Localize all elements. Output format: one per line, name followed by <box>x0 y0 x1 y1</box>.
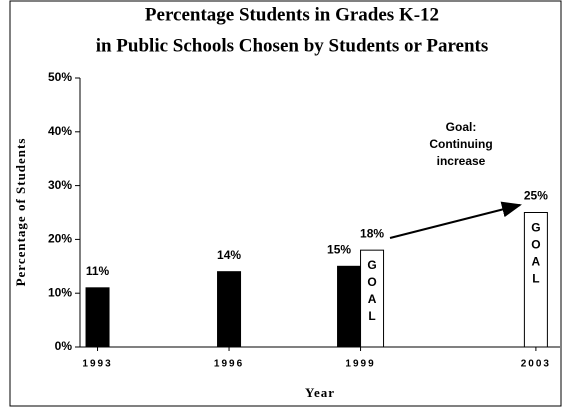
frame <box>9 0 562 407</box>
bar-text: GOAL <box>529 221 543 289</box>
data-label: 18% <box>360 226 384 240</box>
bar <box>523 212 548 348</box>
chart-title: in Public Schools Chosen by Students or … <box>96 35 489 56</box>
bar <box>360 249 385 348</box>
y-tick-label: 0% <box>55 339 73 353</box>
chart-title: Percentage Students in Grades K-12 <box>145 4 439 25</box>
arrow <box>389 201 522 239</box>
y-tick-label: 50% <box>48 70 72 84</box>
data-label: 14% <box>217 248 241 262</box>
y-tick-label: 10% <box>48 285 72 299</box>
y-tick-label: 20% <box>48 232 72 246</box>
bar <box>337 265 362 348</box>
y-tick-label: 40% <box>48 124 72 138</box>
data-label: 11% <box>86 264 110 278</box>
annotation: increase <box>437 154 486 168</box>
x-tick-label: 2003 <box>521 359 551 370</box>
annotation: Goal: <box>446 120 477 134</box>
y-axis-label: Percentage of Students <box>13 138 28 287</box>
x-tick-label: 1999 <box>345 359 375 370</box>
annotation: Continuing <box>429 137 492 151</box>
data-label: 25% <box>524 189 548 203</box>
x-tick-label: 1996 <box>214 359 244 370</box>
x-tick-label: 1993 <box>82 359 112 370</box>
data-label: 15% <box>327 242 351 256</box>
x-axis-label: Year <box>305 385 335 400</box>
y-tick-label: 30% <box>48 178 72 192</box>
bar-text: GOAL <box>365 258 379 326</box>
bar <box>85 287 110 348</box>
bar <box>217 271 242 348</box>
